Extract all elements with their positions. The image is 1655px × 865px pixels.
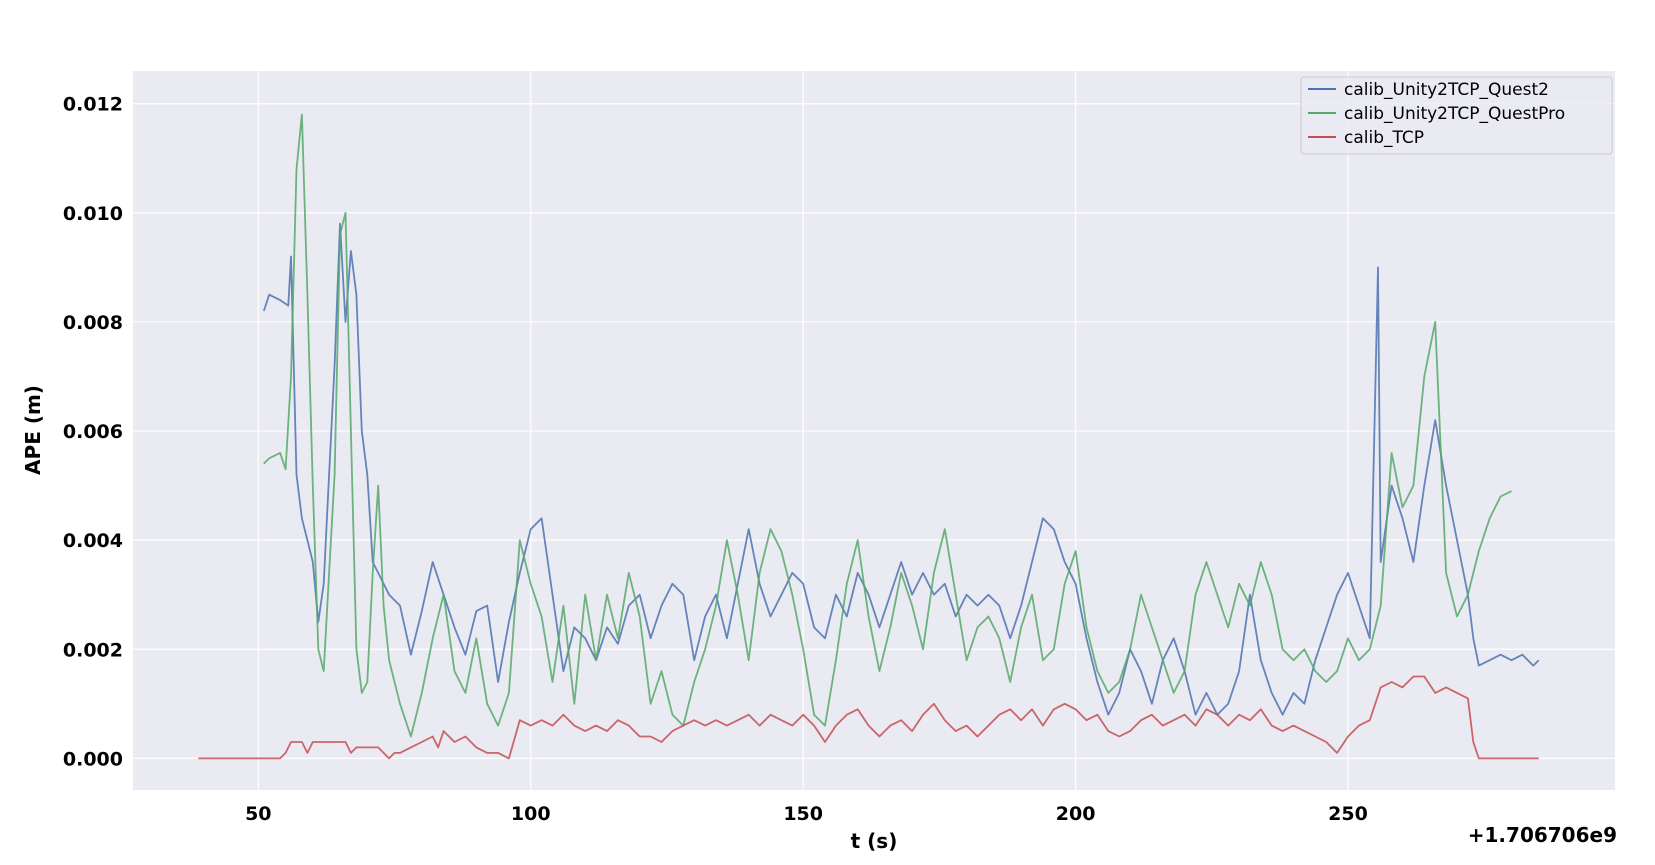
series-line-tcp (198, 675, 1539, 760)
series-lines (198, 113, 1540, 760)
x-tick-label: 200 (1056, 803, 1096, 825)
y-tick-labels: 0.000 0.002 0.004 0.006 0.008 0.010 0.012 (63, 94, 123, 771)
legend: calib_Unity2TCP_Quest2 calib_Unity2TCP_Q… (1300, 76, 1613, 155)
legend-label-tcp: calib_TCP (1344, 128, 1424, 148)
y-tick-label: 0.012 (63, 94, 123, 116)
x-tick-label: 50 (245, 803, 271, 825)
x-tick-label: 150 (783, 803, 823, 825)
series-line-questpro (263, 113, 1512, 738)
y-tick-label: 0.004 (63, 530, 123, 552)
y-tick-label: 0.010 (63, 203, 123, 225)
y-tick-label: 0.002 (63, 639, 123, 661)
y-tick-label: 0.000 (63, 748, 123, 770)
y-tick-label: 0.008 (63, 312, 123, 334)
legend-label-questpro: calib_Unity2TCP_QuestPro (1344, 104, 1565, 124)
x-tick-label: 250 (1328, 803, 1368, 825)
x-offset-label: +1.706706e9 (1468, 823, 1617, 847)
y-tick-label: 0.006 (63, 421, 123, 443)
legend-label-quest2: calib_Unity2TCP_Quest2 (1344, 80, 1549, 100)
x-axis-label: t (s) (851, 829, 898, 853)
legend-box (1300, 76, 1613, 155)
x-tick-label: 100 (511, 803, 551, 825)
x-tick-labels: 50 100 150 200 250 (245, 803, 1368, 825)
y-axis-label: APE (m) (21, 385, 45, 475)
